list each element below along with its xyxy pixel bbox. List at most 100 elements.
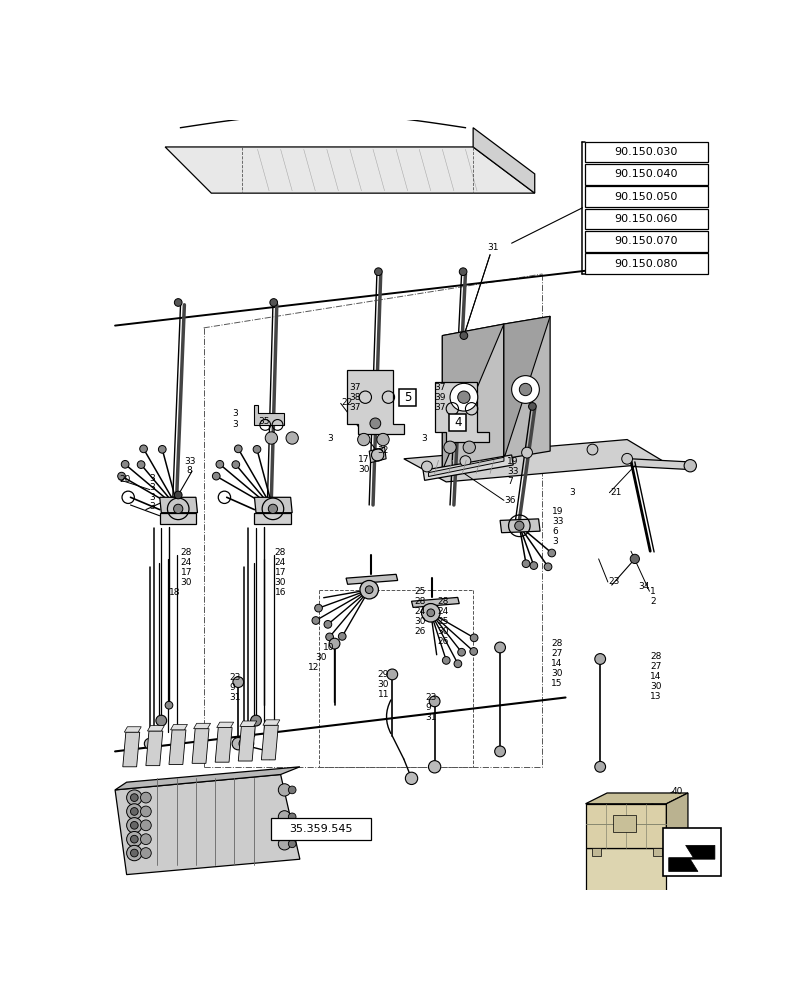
- Circle shape: [140, 792, 151, 803]
- Text: 14: 14: [550, 659, 561, 668]
- Bar: [584, 186, 707, 207]
- Text: 3: 3: [551, 537, 557, 546]
- Circle shape: [288, 840, 296, 848]
- Polygon shape: [170, 724, 187, 730]
- Text: 19: 19: [506, 457, 518, 466]
- Text: 3: 3: [569, 488, 574, 497]
- Circle shape: [494, 746, 504, 757]
- Circle shape: [365, 586, 372, 594]
- Text: 38: 38: [349, 393, 360, 402]
- Circle shape: [278, 784, 290, 796]
- Polygon shape: [238, 726, 255, 761]
- Text: 28: 28: [437, 597, 448, 606]
- Circle shape: [269, 299, 277, 306]
- Text: 90.150.080: 90.150.080: [614, 259, 677, 269]
- Text: 17: 17: [180, 568, 191, 577]
- Text: 28: 28: [550, 639, 561, 648]
- Text: 21: 21: [609, 488, 620, 497]
- Circle shape: [140, 806, 151, 817]
- Text: 18: 18: [169, 588, 180, 597]
- Text: 37: 37: [434, 383, 445, 392]
- Polygon shape: [668, 845, 714, 872]
- Circle shape: [594, 761, 605, 772]
- Circle shape: [470, 648, 477, 655]
- Bar: [270, 818, 371, 840]
- Circle shape: [586, 444, 597, 455]
- Text: 22: 22: [341, 398, 352, 407]
- Circle shape: [470, 634, 478, 642]
- Text: 90.150.050: 90.150.050: [614, 192, 677, 202]
- Circle shape: [148, 738, 159, 749]
- Text: 90.150.030: 90.150.030: [614, 147, 677, 157]
- Circle shape: [376, 433, 388, 446]
- Circle shape: [547, 549, 555, 557]
- Polygon shape: [254, 513, 290, 524]
- Text: 33: 33: [551, 517, 564, 526]
- Text: 2: 2: [650, 597, 655, 606]
- Circle shape: [118, 472, 125, 480]
- Circle shape: [629, 554, 639, 564]
- Circle shape: [131, 821, 138, 829]
- Text: 34: 34: [637, 582, 649, 591]
- Polygon shape: [473, 128, 534, 193]
- Polygon shape: [115, 774, 299, 875]
- Circle shape: [144, 738, 155, 749]
- Polygon shape: [442, 324, 504, 470]
- Text: 3: 3: [232, 420, 238, 429]
- Circle shape: [459, 268, 466, 276]
- Circle shape: [519, 383, 531, 396]
- Circle shape: [405, 772, 417, 785]
- Text: 31: 31: [229, 693, 240, 702]
- Circle shape: [140, 820, 151, 831]
- Text: 13: 13: [650, 692, 661, 701]
- Bar: [399, 389, 415, 406]
- Bar: [662, 828, 720, 876]
- Circle shape: [357, 433, 370, 446]
- Polygon shape: [369, 447, 386, 463]
- Polygon shape: [160, 497, 197, 513]
- Circle shape: [278, 811, 290, 823]
- Text: 30: 30: [358, 465, 370, 474]
- Circle shape: [131, 794, 138, 801]
- Circle shape: [268, 504, 277, 513]
- Circle shape: [127, 818, 142, 833]
- Bar: [611, 815, 635, 832]
- Polygon shape: [124, 727, 141, 732]
- Polygon shape: [146, 731, 163, 766]
- Circle shape: [174, 504, 182, 513]
- Text: 8: 8: [186, 466, 191, 475]
- Text: 37: 37: [349, 383, 360, 392]
- Text: 40: 40: [671, 787, 682, 796]
- Text: 90.150.070: 90.150.070: [614, 236, 677, 246]
- Circle shape: [684, 460, 696, 472]
- Polygon shape: [122, 732, 139, 767]
- Bar: [584, 231, 707, 252]
- Circle shape: [216, 460, 223, 468]
- Circle shape: [288, 786, 296, 794]
- Circle shape: [514, 521, 523, 530]
- Polygon shape: [500, 519, 539, 533]
- Polygon shape: [504, 316, 550, 459]
- Polygon shape: [423, 455, 513, 480]
- Circle shape: [127, 804, 142, 819]
- Polygon shape: [239, 721, 256, 726]
- Text: 6: 6: [551, 527, 557, 536]
- Text: 25: 25: [437, 617, 448, 626]
- Circle shape: [121, 460, 129, 468]
- Circle shape: [137, 461, 145, 468]
- Text: 30: 30: [180, 578, 191, 587]
- Circle shape: [427, 609, 434, 617]
- Text: 16: 16: [274, 588, 285, 597]
- Text: 5: 5: [404, 391, 411, 404]
- Text: 30: 30: [414, 617, 426, 626]
- Polygon shape: [585, 793, 687, 804]
- Text: 27: 27: [550, 649, 561, 658]
- Polygon shape: [217, 722, 234, 728]
- Circle shape: [131, 808, 138, 815]
- Polygon shape: [160, 513, 195, 524]
- Text: 1: 1: [650, 587, 655, 596]
- Text: 19: 19: [551, 507, 564, 516]
- Circle shape: [324, 620, 332, 628]
- Text: 11: 11: [377, 690, 388, 699]
- Text: 20: 20: [119, 475, 131, 484]
